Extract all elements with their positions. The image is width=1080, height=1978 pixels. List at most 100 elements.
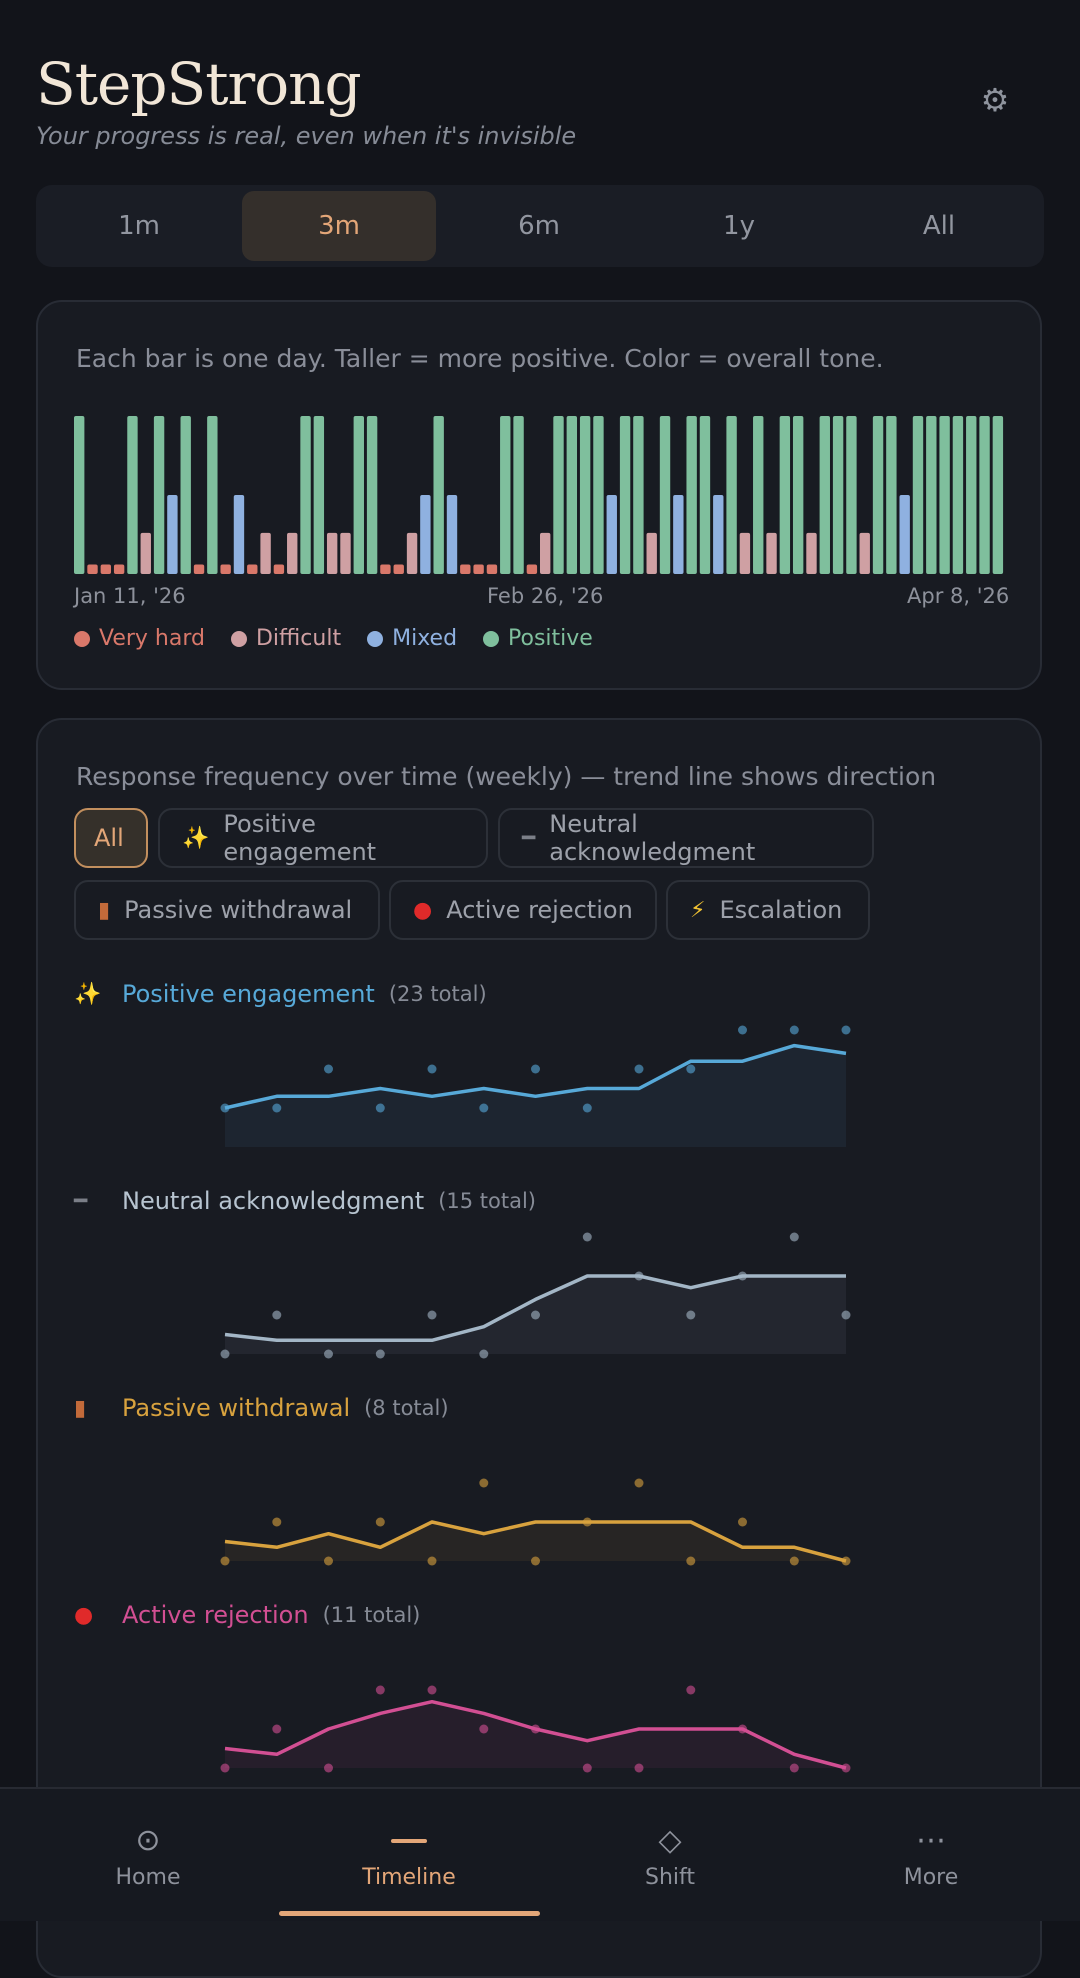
day-bar — [180, 416, 191, 574]
range-tab-1y[interactable]: 1y — [723, 211, 755, 241]
day-bar — [460, 564, 471, 574]
nav-shift[interactable]: ◇ Shift — [540, 1789, 800, 1921]
week-point — [841, 1763, 851, 1773]
day-bar — [127, 416, 138, 574]
door-icon: ▮ — [74, 1395, 87, 1421]
day-bar — [846, 416, 857, 574]
tone-legend: Very hard Difficult Mixed Positive — [74, 626, 593, 651]
day-bar — [633, 416, 644, 574]
day-bar — [220, 564, 231, 574]
daily-tone-chart — [74, 416, 1004, 574]
daily-chart-caption: Each bar is one day. Taller = more posit… — [76, 344, 884, 373]
nav-timeline[interactable]: Timeline — [279, 1789, 539, 1921]
week-point — [272, 1517, 282, 1527]
day-bar — [87, 564, 98, 574]
week-point — [272, 1724, 282, 1734]
week-point — [634, 1064, 644, 1074]
date-label-end: Apr 8, '26 — [907, 584, 1010, 608]
nav-more[interactable]: ⋯ More — [801, 1789, 1061, 1921]
nav-home[interactable]: ⊙ Home — [18, 1789, 278, 1921]
week-point — [375, 1517, 385, 1527]
compass-icon: ⊙ — [135, 1823, 161, 1858]
day-bar — [513, 416, 524, 574]
day-bar — [713, 495, 724, 574]
filter-chip-all[interactable]: All — [74, 808, 148, 868]
range-tab-6m[interactable]: 6m — [518, 211, 560, 241]
week-point — [738, 1517, 747, 1527]
filter-chip-active-rejection[interactable]: ● Active rejection — [389, 880, 657, 940]
day-bar — [340, 532, 351, 574]
series-title-active-rejection: ● Active rejection (11 total) — [74, 1601, 421, 1629]
neutral-acknowledgment-chart — [220, 1232, 851, 1359]
day-bar — [992, 416, 1004, 574]
day-bar — [766, 532, 777, 574]
day-bar — [273, 564, 285, 574]
range-tab-1m[interactable]: 1m — [118, 211, 160, 241]
day-bar — [406, 532, 418, 574]
filter-chip-escalation[interactable]: ⚡ Escalation — [666, 880, 870, 940]
day-bar — [420, 495, 431, 574]
positive-engagement-chart — [220, 1025, 851, 1147]
filter-chip-passive-withdrawal[interactable]: ▮ Passive withdrawal — [74, 880, 380, 940]
filter-chip-neutral-acknowledgment[interactable]: ━ Neutral acknowledgment — [498, 808, 874, 868]
legend-very-hard: Very hard — [74, 626, 205, 651]
week-point — [789, 1232, 799, 1242]
week-point — [427, 1064, 437, 1074]
bottom-navigation: ⊙ Home Timeline ◇ Shift ⋯ More — [0, 1787, 1080, 1921]
day-bar — [606, 495, 617, 574]
active-rejection-chart — [220, 1685, 851, 1773]
date-label-start: Jan 11, '26 — [74, 584, 186, 608]
diamond-icon: ◇ — [658, 1823, 682, 1858]
series-title-neutral-acknowledgment: ━ Neutral acknowledgment (15 total) — [74, 1187, 537, 1215]
week-point — [686, 1556, 696, 1566]
trend-area — [225, 1701, 846, 1768]
day-bar — [193, 564, 205, 574]
day-bar — [553, 416, 564, 574]
week-point — [220, 1103, 230, 1113]
week-point — [686, 1685, 696, 1695]
week-point — [789, 1763, 799, 1773]
range-selector: 1m 3m 6m 1y All — [36, 185, 1044, 267]
week-point — [531, 1064, 540, 1074]
filter-chip-positive-engagement[interactable]: ✨ Positive engagement — [158, 808, 488, 868]
red-circle-icon: ● — [74, 1602, 94, 1628]
date-label-mid: Feb 26, '26 — [487, 584, 604, 608]
week-point — [479, 1103, 489, 1113]
week-point — [738, 1271, 747, 1281]
day-bar — [832, 416, 844, 574]
day-bar — [500, 416, 511, 574]
day-bar — [167, 495, 178, 574]
week-point — [479, 1724, 489, 1734]
day-bar — [912, 416, 924, 574]
trend-line — [224, 1520, 847, 1563]
day-bar — [819, 416, 830, 574]
day-bar — [566, 416, 578, 574]
week-point — [531, 1310, 540, 1320]
range-tab-3m[interactable]: 3m — [242, 191, 436, 261]
day-bar — [699, 416, 711, 574]
week-point — [634, 1763, 644, 1773]
day-bar — [899, 495, 910, 574]
series-title-passive-withdrawal: ▮ Passive withdrawal (8 total) — [74, 1394, 449, 1422]
day-bar — [140, 532, 151, 574]
day-bar — [540, 532, 551, 574]
legend-dot — [483, 630, 500, 647]
day-bar — [779, 416, 791, 574]
range-tab-all[interactable]: All — [922, 211, 956, 241]
dash-icon: ━ — [74, 1188, 88, 1214]
week-point — [375, 1103, 385, 1113]
week-point — [582, 1763, 592, 1773]
day-bar — [446, 495, 458, 574]
settings-button[interactable]: ⚙ — [975, 80, 1015, 120]
week-point — [531, 1556, 540, 1566]
week-point — [479, 1478, 489, 1488]
legend-dot — [230, 630, 247, 647]
day-bar — [806, 532, 817, 574]
day-bar — [872, 416, 884, 574]
week-point — [375, 1349, 385, 1359]
day-bar — [207, 416, 218, 574]
trend-area — [225, 1522, 846, 1561]
week-point — [841, 1556, 851, 1566]
week-point — [531, 1724, 540, 1734]
day-bar — [113, 564, 125, 574]
